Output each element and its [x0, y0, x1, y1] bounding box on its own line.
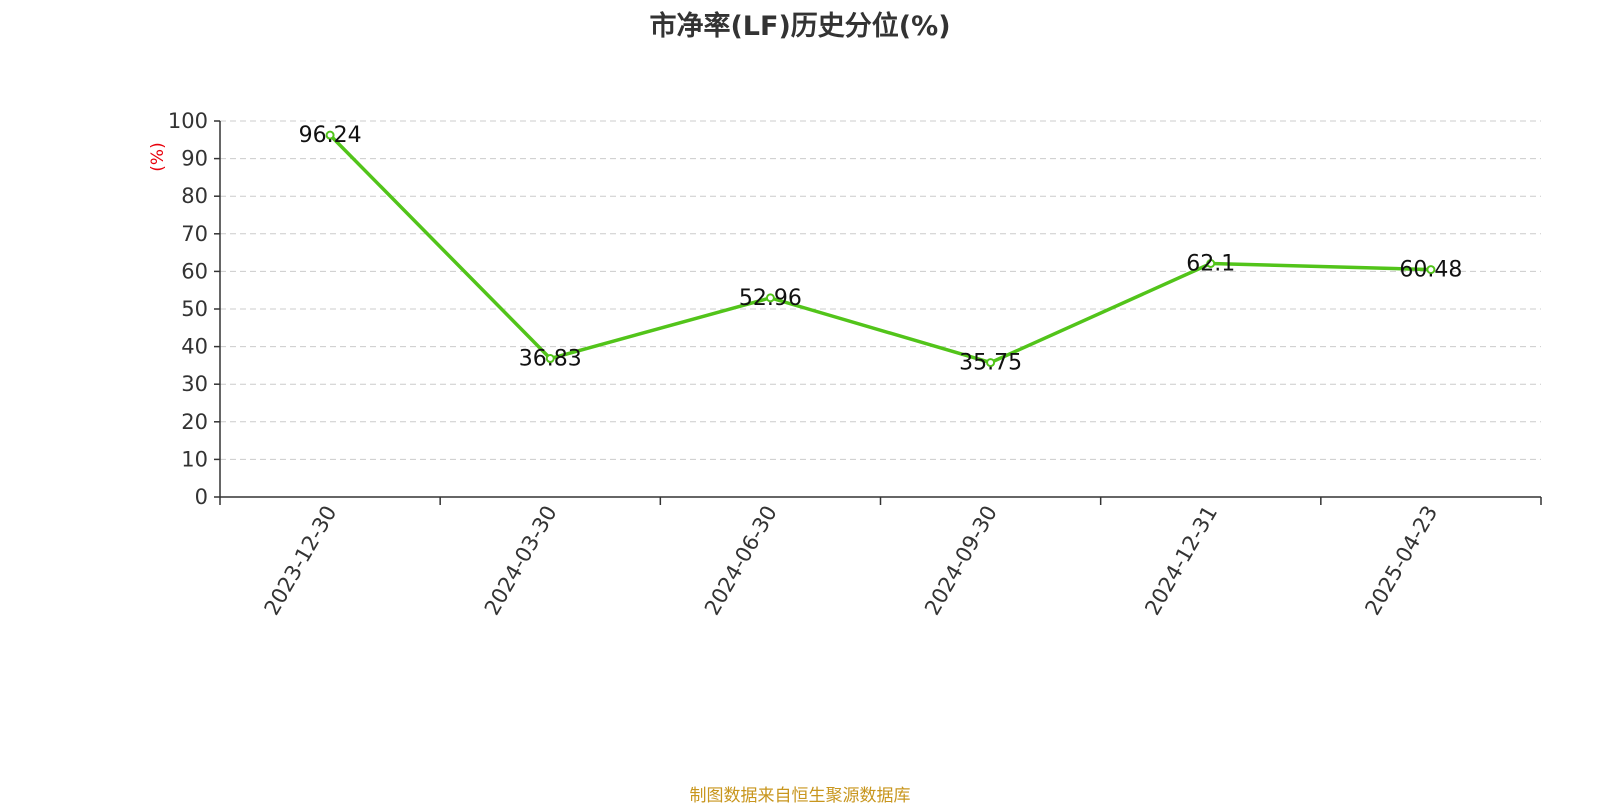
- chart-title: 市净率(LF)历史分位(%): [649, 11, 951, 42]
- data-label: 52.96: [739, 286, 802, 311]
- x-axis-ticks: 2023-12-30 2024-03-30 2024-06-30 2024-09-30…: [219, 497, 1542, 620]
- x-tick-label: 2024-03-30: [480, 502, 562, 620]
- data-point: [1206, 259, 1216, 269]
- data-labels: 96.24 36.83 52.96 35.75 62.1 60.48: [299, 123, 1463, 375]
- data-point: [765, 293, 775, 303]
- x-tick-label: 2024-06-30: [700, 502, 782, 620]
- y-tick-label: 80: [181, 184, 208, 208]
- data-label: 36.83: [519, 347, 582, 372]
- y-tick-label: 90: [181, 147, 208, 171]
- y-tick-label: 0: [195, 485, 208, 509]
- data-point: [1426, 265, 1436, 275]
- gridlines: [220, 120, 1541, 460]
- y-tick-label: 20: [181, 410, 208, 434]
- y-tick-label: 10: [181, 447, 208, 471]
- y-tick-label: 30: [181, 372, 208, 396]
- data-point: [986, 358, 996, 368]
- data-label: 35.75: [959, 351, 1022, 376]
- data-label: 96.24: [299, 123, 362, 148]
- y-tick-label: 100: [168, 109, 208, 133]
- data-points: [325, 130, 1436, 368]
- data-label: 60.48: [1399, 258, 1462, 283]
- y-tick-label: 40: [181, 335, 208, 359]
- data-label: 62.1: [1186, 252, 1235, 277]
- x-tick-label: 2024-09-30: [920, 501, 1002, 619]
- series-line: [328, 133, 1431, 365]
- data-point: [325, 130, 335, 140]
- y-tick-label: 50: [181, 297, 208, 321]
- x-tick-label: 2023-12-30: [260, 502, 342, 620]
- x-tick-label: 2025-04-23: [1360, 502, 1442, 620]
- y-axis-label: (%): [148, 142, 168, 171]
- y-axis-ticks: 0 10 20 30 40 50 60 70 80 90 100: [168, 109, 220, 509]
- y-tick-label: 70: [181, 222, 208, 246]
- y-tick-label: 60: [181, 259, 208, 283]
- data-point: [545, 354, 555, 364]
- x-tick-label: 2024-12-31: [1140, 502, 1222, 620]
- source-note: 制图数据来自恒生聚源数据库: [689, 786, 911, 806]
